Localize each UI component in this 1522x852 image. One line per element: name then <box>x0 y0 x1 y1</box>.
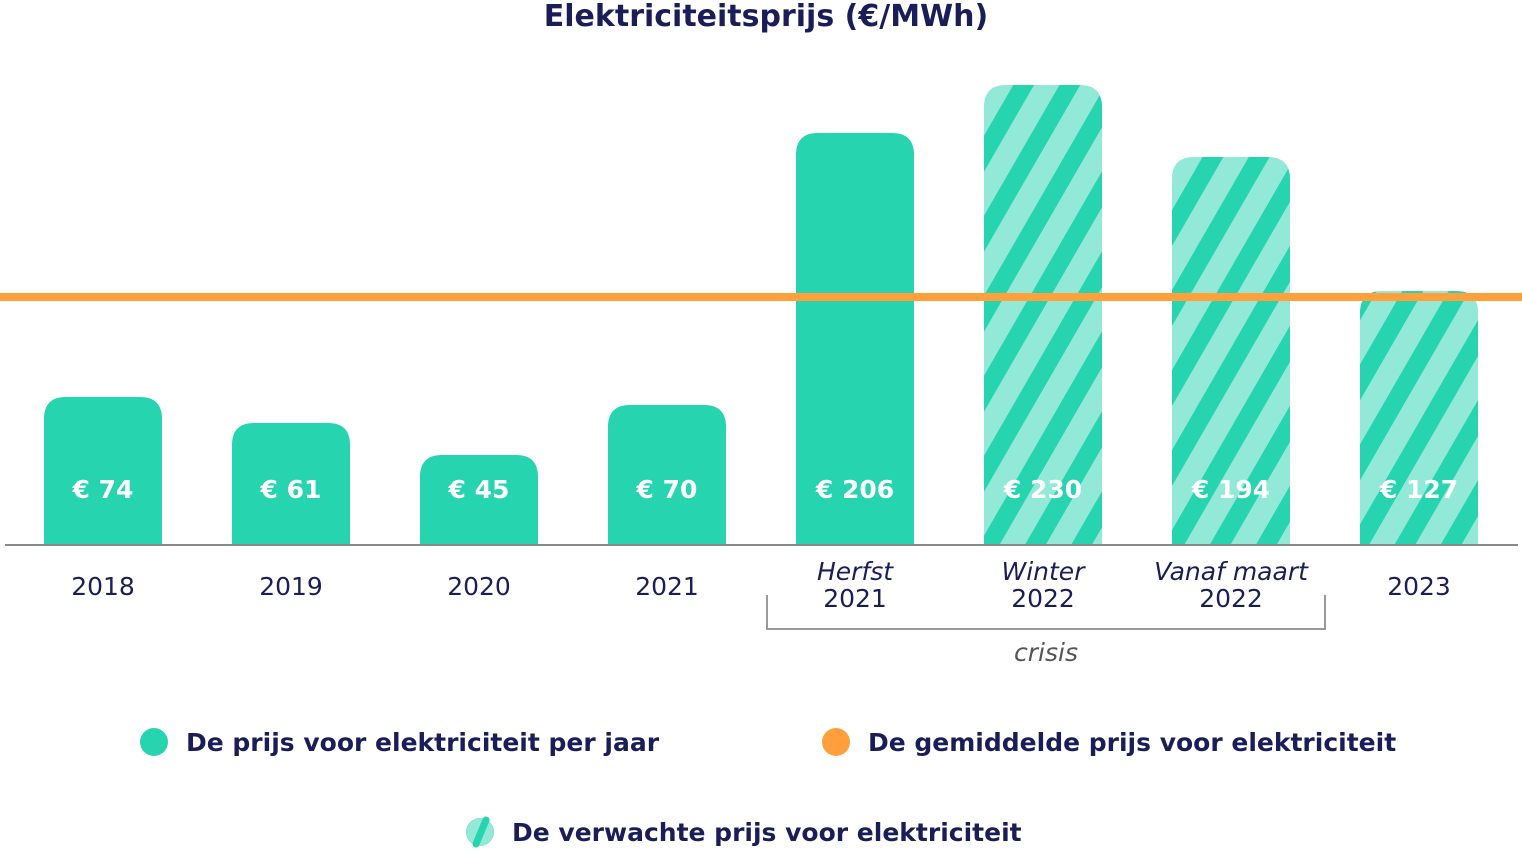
bar-value-label-2: € 45 <box>448 475 510 504</box>
bar-5 <box>984 85 1102 545</box>
bar-0 <box>44 397 162 545</box>
crisis-bracket <box>766 595 1326 630</box>
bar-value-label-1: € 61 <box>260 475 322 504</box>
category-label-6-line2: 2022 <box>1199 584 1263 613</box>
bar-3 <box>608 405 726 545</box>
bar-1 <box>232 423 350 545</box>
bar-4 <box>796 133 914 545</box>
bar-value-label-7: € 127 <box>1379 475 1458 504</box>
category-label-1: 2019 <box>259 572 323 601</box>
legend-label-actual: De prijs voor elektriciteit per jaar <box>186 728 660 757</box>
legend-marker-average <box>822 728 850 756</box>
category-label-4-line2: 2021 <box>823 584 887 613</box>
legend-marker-expected-stripe <box>472 816 490 848</box>
chart-title: Elektriciteitsprijs (€/MWh) <box>544 0 988 34</box>
bar-6 <box>1172 157 1290 545</box>
category-label-2: 2020 <box>447 572 511 601</box>
category-label-5-line2: 2022 <box>1011 584 1075 613</box>
bar-value-label-3: € 70 <box>636 475 698 504</box>
bar-value-label-6: € 194 <box>1191 475 1270 504</box>
category-label-0: 2018 <box>71 572 135 601</box>
category-label-4-line1: Herfst <box>817 557 894 586</box>
legend-marker-actual <box>140 728 168 756</box>
category-label-5-line1: Winter <box>1002 557 1087 586</box>
category-label-6-line1: Vanaf maart <box>1154 557 1309 586</box>
legend-label-expected: De verwachte prijs voor elektriciteit <box>512 818 1022 847</box>
bar-7 <box>1360 291 1478 545</box>
category-label-7: 2023 <box>1387 572 1451 601</box>
bar-2 <box>420 455 538 545</box>
bar-value-label-0: € 74 <box>72 475 134 504</box>
bar-value-label-4: € 206 <box>815 475 894 504</box>
legend-label-average: De gemiddelde prijs voor elektriciteit <box>868 728 1396 757</box>
crisis-label: crisis <box>1014 638 1078 667</box>
bar-value-label-5: € 230 <box>1003 475 1082 504</box>
category-label-3: 2021 <box>635 572 699 601</box>
